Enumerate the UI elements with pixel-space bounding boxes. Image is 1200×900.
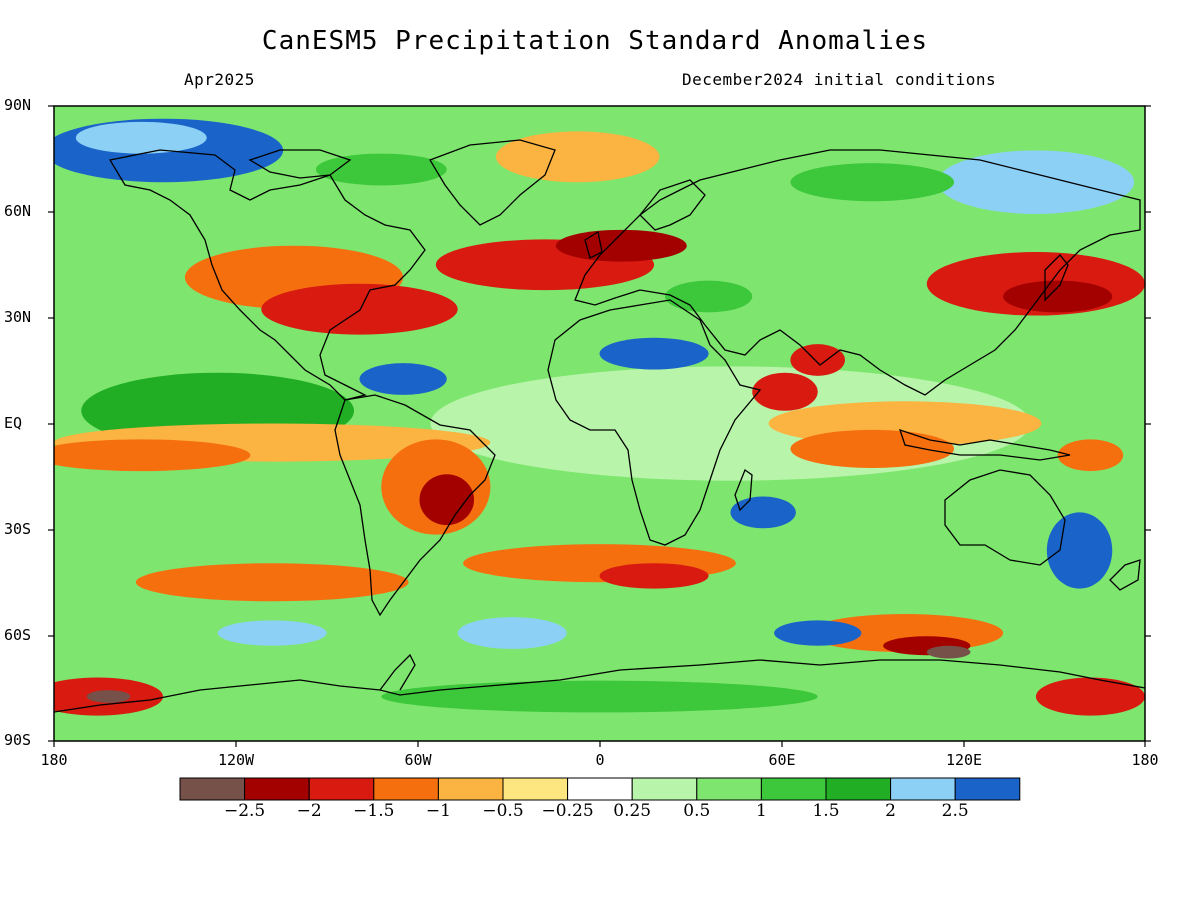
anomaly-patch — [790, 163, 955, 202]
longitude-label: 60E — [768, 751, 796, 769]
colorbar-swatch — [567, 777, 633, 801]
colorbar-label: −1 — [425, 801, 451, 821]
colorbar-swatch — [760, 777, 827, 801]
coastline-eurasia — [574, 149, 1141, 396]
latitude-label: 90N — [4, 96, 32, 114]
colorbar-label: −2.5 — [223, 801, 266, 821]
anomaly-patch — [1046, 512, 1113, 589]
colorbar-label: 0.25 — [613, 801, 652, 821]
colorbar-label: −2 — [296, 801, 322, 821]
latitude-label: 30N — [4, 308, 32, 326]
colorbar-swatch — [631, 777, 698, 801]
anomaly-patch — [217, 620, 327, 646]
coastline-new-zealand — [1109, 559, 1141, 591]
axis-ticks — [48, 105, 1151, 747]
anomaly-patch — [359, 363, 447, 395]
forecast-month: Apr2025 — [184, 70, 255, 89]
anomaly-patch — [790, 344, 845, 376]
anomaly-patch — [926, 645, 971, 659]
anomaly-patch — [599, 337, 709, 370]
colorbar-swatch — [890, 777, 956, 801]
anomaly-patch — [135, 563, 409, 602]
anomaly-patch — [1035, 677, 1145, 716]
coastline-greenland — [429, 139, 556, 226]
anomaly-patch — [1057, 439, 1124, 472]
anomaly-patch — [664, 280, 753, 313]
colorbar-label: 2.5 — [941, 801, 969, 821]
colorbar-label: 1 — [755, 801, 767, 821]
map-title: CanESM5 Precipitation Standard Anomalies — [261, 26, 929, 56]
anomaly-patch — [730, 496, 796, 529]
colorbar-swatch — [954, 777, 1021, 801]
longitude-label: 180 — [1131, 751, 1159, 769]
anomaly-patch — [752, 372, 818, 411]
anomaly-patch — [774, 620, 862, 646]
coastline-madagascar — [734, 468, 753, 512]
latitude-label: 60N — [4, 202, 32, 220]
anomaly-patch — [381, 680, 818, 713]
coastline-antarctica — [54, 659, 1145, 713]
colorbar-swatch — [244, 777, 310, 801]
colorbar-swatch — [502, 777, 569, 801]
colorbar-swatch — [696, 777, 762, 801]
coastline-australia — [944, 469, 1066, 566]
colorbar — [179, 777, 1021, 801]
colorbar-swatch — [179, 777, 246, 801]
colorbar-label: 2 — [885, 801, 897, 821]
coastline-africa — [547, 299, 762, 546]
latitude-label: 30S — [4, 520, 32, 538]
anomaly-patch — [75, 121, 207, 154]
anomaly-patch — [790, 429, 955, 468]
colorbar-label: −0.5 — [482, 801, 524, 821]
coastline-arctic-islands — [248, 149, 352, 179]
latitude-label: 90S — [4, 731, 32, 749]
anomaly-patch — [599, 563, 709, 589]
coastlines — [54, 139, 1145, 713]
colorbar-label: −1.5 — [353, 801, 395, 821]
longitude-label: 180 — [40, 751, 68, 769]
coastline-japan — [1044, 254, 1069, 302]
longitude-label: 60W — [404, 751, 432, 769]
anomaly-patch — [419, 474, 475, 526]
anomaly-patch — [495, 131, 660, 183]
anomaly-patch — [937, 150, 1135, 214]
coastline-scandinavia — [639, 179, 706, 231]
colorbar-swatch — [308, 777, 375, 801]
anomaly-patch — [261, 283, 458, 335]
anomaly-field — [54, 118, 1145, 716]
anomaly-patch — [1003, 280, 1113, 313]
colorbar-swatch — [373, 777, 439, 801]
coastline-south-america — [334, 394, 496, 617]
anomaly-patch — [272, 537, 927, 665]
initial-conditions: December2024 initial conditions — [682, 70, 997, 89]
colorbar-swatch — [825, 777, 892, 801]
colorbar-swatch — [437, 777, 504, 801]
coastline-maritime-continent — [898, 428, 1071, 461]
longitude-label: 120W — [217, 751, 255, 769]
coastline-british-isles — [584, 230, 603, 259]
colorbar-label: 1.5 — [812, 801, 840, 821]
coastline-north-america — [108, 149, 426, 401]
latitude-label: 60S — [4, 626, 32, 644]
anomaly-patch — [86, 690, 131, 703]
longitude-label: 120E — [945, 751, 983, 769]
anomaly-patch — [315, 153, 447, 186]
latitude-label: EQ — [4, 414, 23, 432]
colorbar-label: 0.5 — [683, 801, 711, 821]
longitude-label: 0 — [595, 751, 605, 769]
anomaly-patch — [457, 617, 567, 649]
anomaly-patch — [54, 439, 251, 472]
colorbar-label: −0.25 — [541, 801, 594, 821]
coastline-antarctic-peninsula — [379, 653, 416, 691]
